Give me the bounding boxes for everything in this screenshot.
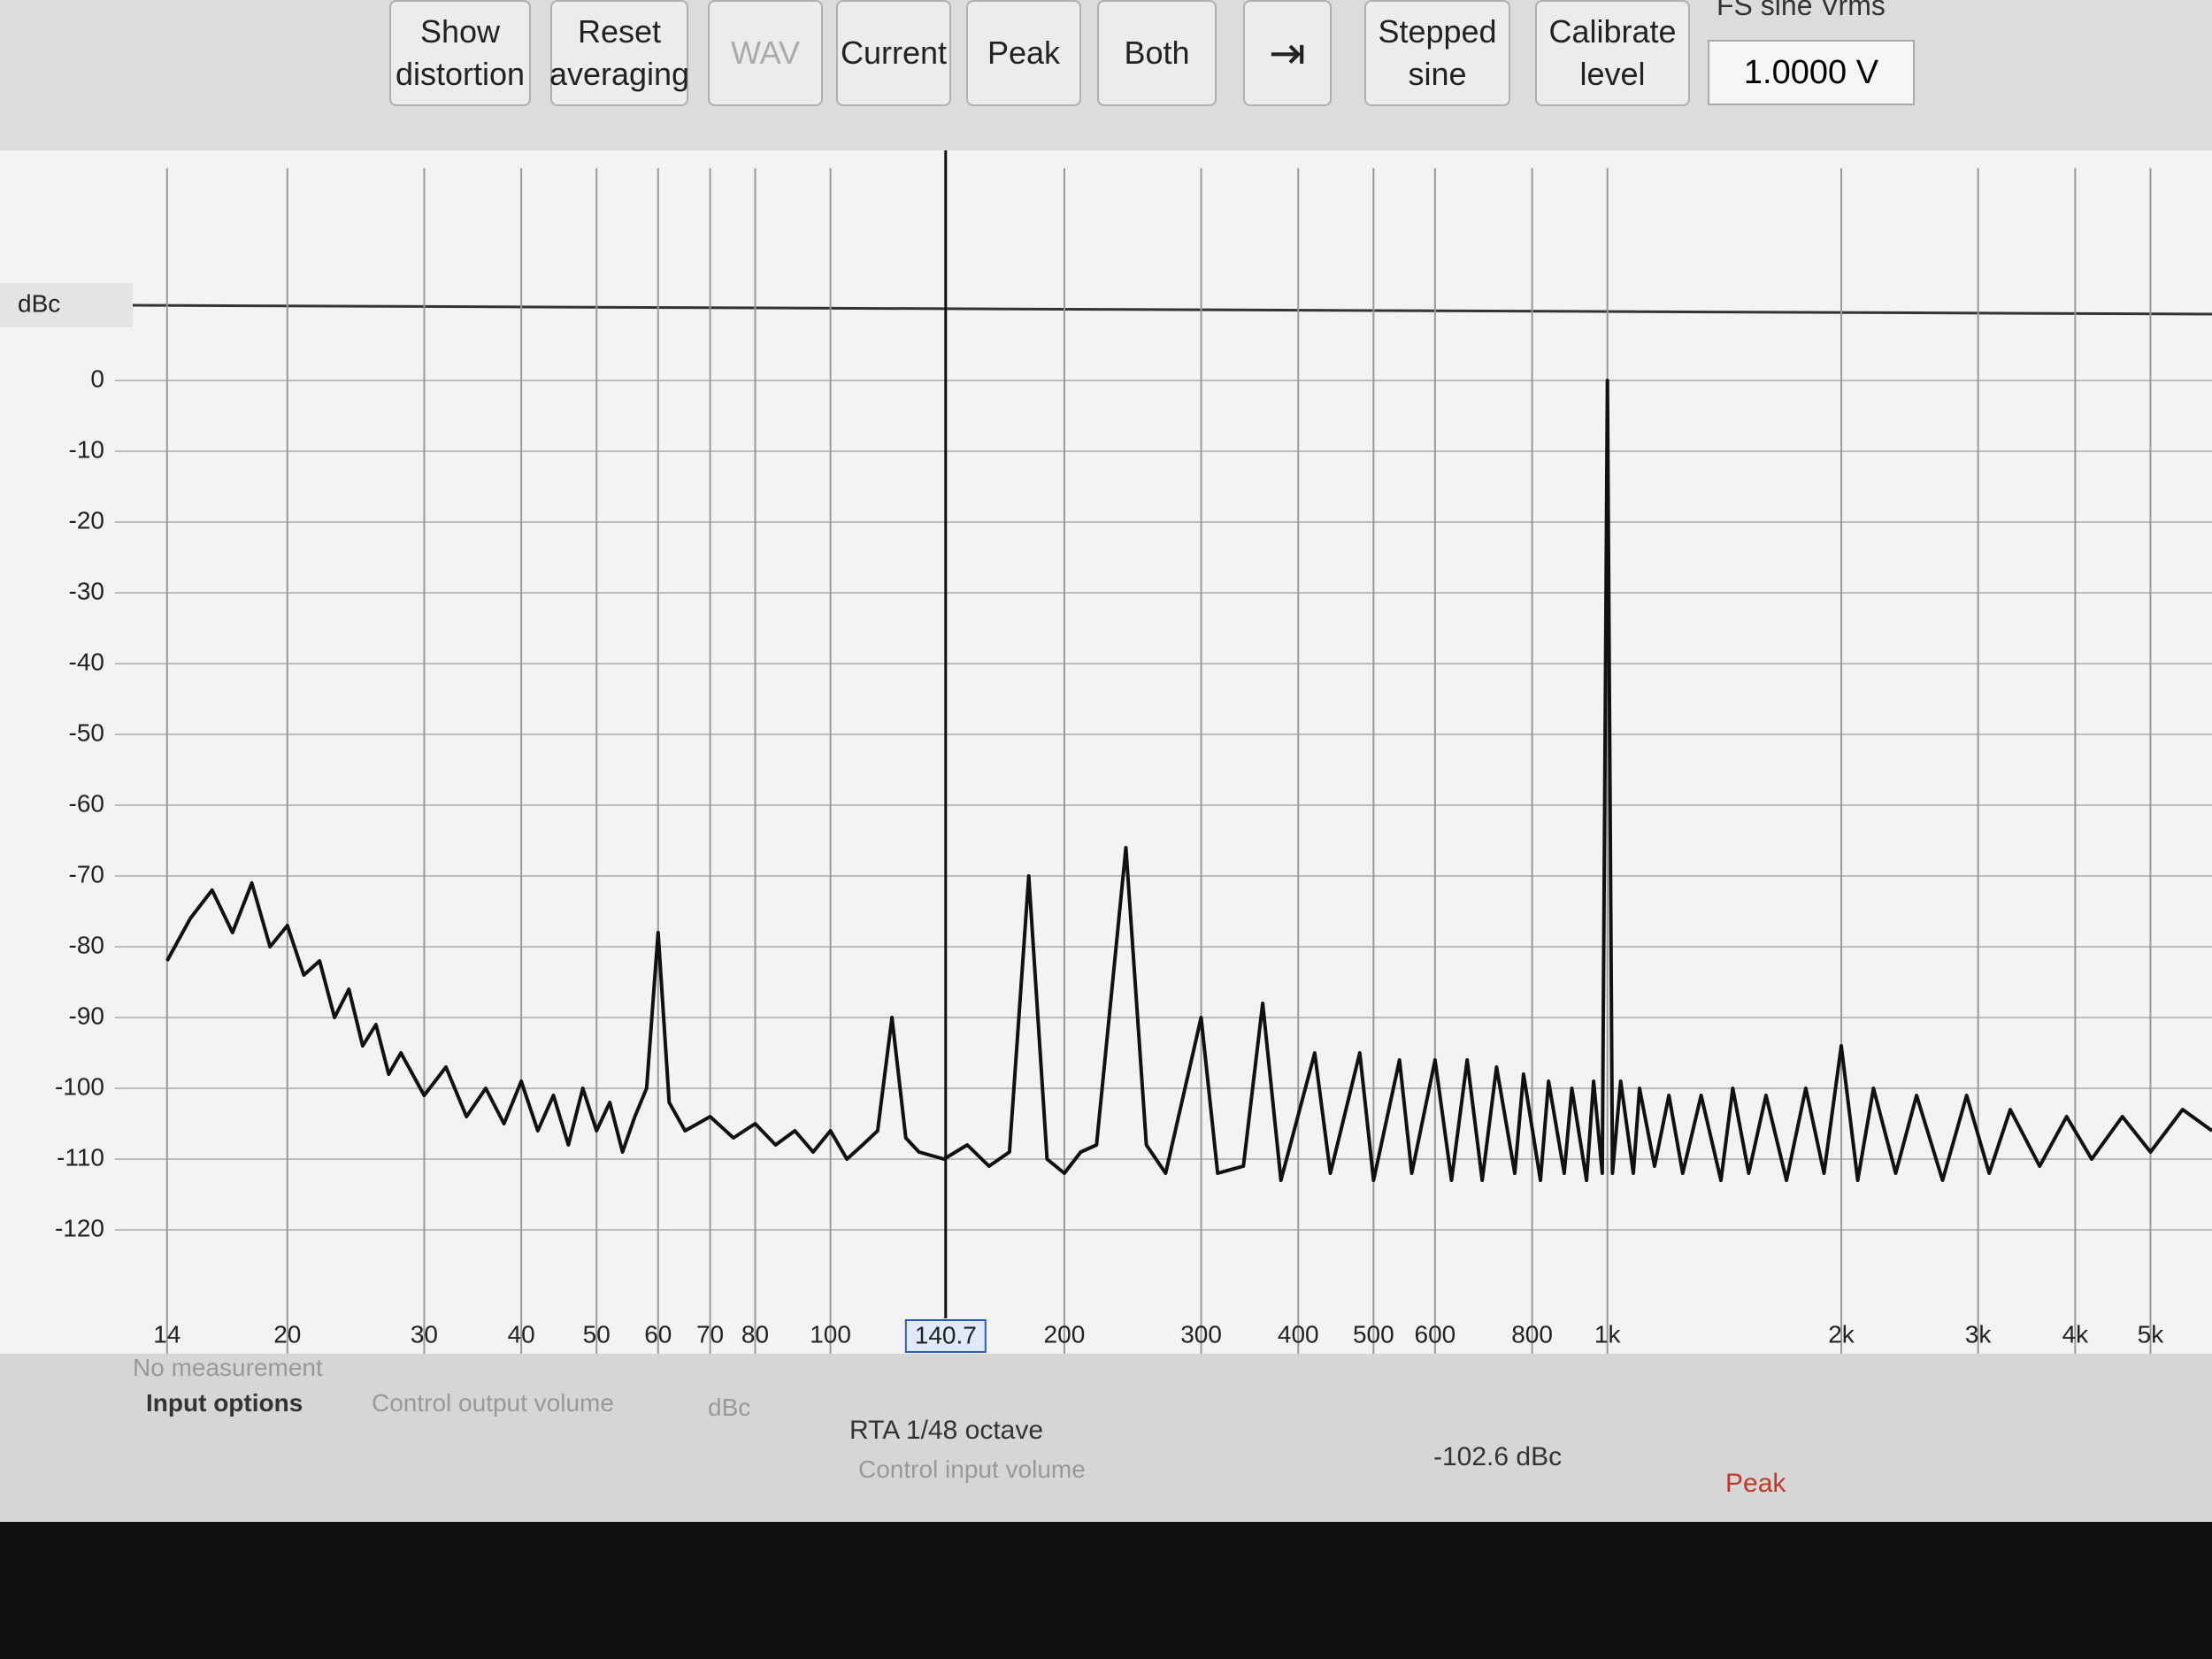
x-tick-label: 4k (2062, 1320, 2090, 1348)
chart: dBc 0 -10 -20 -30 -40 -50 -60 -70 -80 -90 -100 -110… (0, 150, 2212, 1354)
checkbox-label[interactable]: Control input volume (858, 1455, 1086, 1483)
x-tick-label: 500 (1353, 1320, 1394, 1348)
y-tick-label: -30 (69, 577, 104, 604)
x-tick-label: 400 (1278, 1320, 1319, 1348)
button[interactable]: Current (836, 0, 951, 106)
checkbox-label[interactable]: Control output volume (372, 1389, 614, 1417)
y-tick-label: -50 (69, 718, 104, 746)
unit-label: dBc (708, 1394, 751, 1421)
button[interactable]: Reset averaging (549, 0, 689, 106)
cursor-label: 140.7 (915, 1321, 977, 1348)
y-tick-label: -20 (69, 506, 104, 534)
plot-background (0, 150, 2212, 1354)
x-tick-label: 20 (273, 1320, 301, 1348)
x-tick-label: 1k (1594, 1320, 1622, 1348)
x-tick-label: 3k (1965, 1320, 1993, 1348)
x-tick-label: 100 (810, 1320, 851, 1348)
x-tick-label: 70 (696, 1320, 724, 1348)
button[interactable]: Stepped sine (1364, 0, 1510, 106)
y-tick-label: 0 (90, 365, 104, 392)
status-panel: No measurement Input options Control out… (0, 1354, 2212, 1522)
reference-line (132, 303, 2212, 316)
button[interactable]: Both (1097, 0, 1217, 106)
x-tick-label: 30 (411, 1320, 438, 1348)
button[interactable]: WAV (708, 0, 823, 106)
x-tick-label: 600 (1415, 1320, 1456, 1348)
measurement-status: No measurement (133, 1354, 323, 1381)
x-tick-label: 300 (1180, 1320, 1222, 1348)
x-tick-label: 2k (1828, 1320, 1855, 1348)
level-label: FS sine Vrms (1717, 0, 1886, 21)
y-tick-label: -90 (69, 1002, 104, 1029)
y-tick-label: -80 (69, 931, 104, 958)
x-tick-label: 5k (2138, 1320, 2165, 1348)
checkbox-label[interactable]: RTA 1/48 octave (849, 1416, 1044, 1445)
readout: -102.6 dBc (1433, 1442, 1563, 1471)
button[interactable]: Peak (966, 0, 1081, 106)
y-tick-label: -120 (55, 1214, 104, 1241)
unit-selector-label: dBc (18, 289, 60, 317)
y-tick-label: -70 (69, 860, 104, 887)
y-tick-label: -10 (69, 435, 104, 463)
checkbox-label[interactable]: Peak (1725, 1469, 1786, 1498)
x-tick-label: 200 (1044, 1320, 1086, 1348)
x-tick-label: 50 (583, 1320, 611, 1348)
button[interactable]: Show distortion (389, 0, 531, 106)
unit-selector[interactable] (0, 283, 133, 327)
cursor-label-box (904, 1319, 987, 1353)
y-tick-label: -110 (57, 1143, 104, 1171)
spectrum-line (165, 379, 2212, 1182)
x-tick-label: 800 (1511, 1320, 1553, 1348)
export-button[interactable]: ⇥ (1243, 0, 1332, 106)
x-tick-label: 60 (644, 1320, 672, 1348)
toolbar: Show distortion Reset averaging WAV Curr… (0, 0, 2212, 150)
y-tick-label: -40 (69, 648, 104, 675)
y-tick-label: -100 (55, 1072, 104, 1100)
x-tick-label: 40 (508, 1320, 535, 1348)
level-input[interactable]: 1.0000 V (1708, 40, 1915, 105)
x-tick-label: 80 (741, 1320, 769, 1348)
y-tick-label: -60 (69, 789, 104, 817)
button[interactable]: Calibrate level (1535, 0, 1690, 106)
input-options[interactable]: Input options (146, 1389, 303, 1417)
x-tick-label: 14 (153, 1320, 180, 1348)
